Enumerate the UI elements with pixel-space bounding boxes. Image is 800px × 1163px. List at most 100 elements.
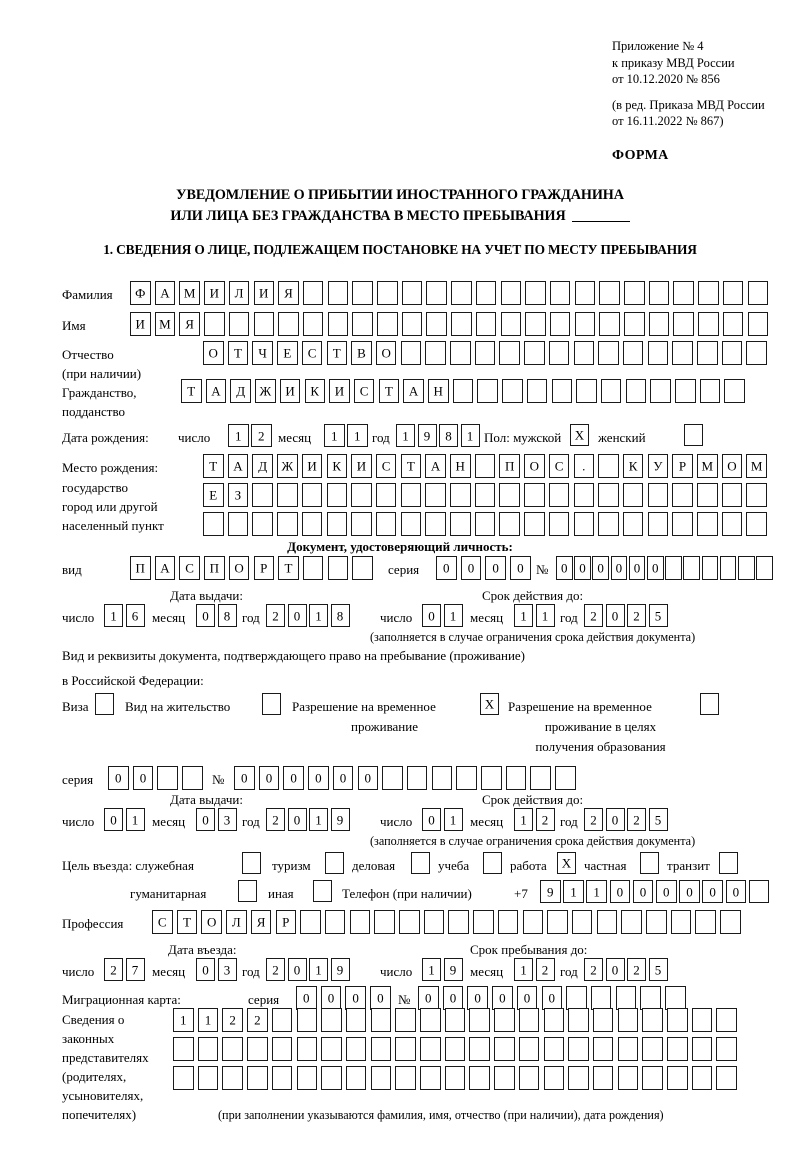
birth-year-cell[interactable]: 8 (439, 424, 458, 447)
representatives-row1-box-cell[interactable] (617, 1008, 639, 1032)
representatives-row3-box-cell[interactable] (321, 1066, 342, 1090)
edu-residence-checkbox[interactable] (700, 693, 719, 715)
surname-box-cell[interactable] (475, 281, 497, 305)
representatives-row1-box-cell[interactable]: 1 (197, 1008, 219, 1032)
representatives-row3-box-cell[interactable] (642, 1066, 663, 1090)
permit-series-box-cell[interactable]: 0 (132, 766, 154, 790)
birthplace-row3-box-cell[interactable] (672, 512, 693, 536)
permit-issue-month-cell[interactable]: 0 (196, 808, 215, 831)
firstname-box-cell[interactable] (648, 312, 670, 336)
stay-until-year-cell[interactable]: 2 (627, 958, 646, 981)
representatives-row1-box-cell[interactable] (271, 1008, 293, 1032)
representatives-row1-box-cell[interactable] (494, 1008, 515, 1032)
purpose-private-checkbox[interactable] (640, 852, 659, 874)
firstname-box-cell[interactable] (352, 312, 373, 336)
stay-until-day-cell[interactable]: 1 (422, 958, 441, 981)
birthplace-row3-box-cell[interactable] (721, 512, 743, 536)
stay-until-year-cell[interactable]: 5 (648, 958, 668, 981)
phone-digit-cell[interactable]: 9 (540, 880, 561, 903)
stay-until-year-cell[interactable]: 0 (605, 958, 625, 981)
representatives-row2-box-cell[interactable] (173, 1037, 194, 1061)
permit-valid-year-cell[interactable]: 2 (627, 808, 646, 831)
representatives-row2-box-cell[interactable] (568, 1037, 589, 1061)
surname-box-cell[interactable] (698, 281, 719, 305)
patronymic-box-cell[interactable] (524, 341, 545, 365)
representatives-row1-box-cell[interactable] (345, 1008, 367, 1032)
doc-series-box-cell[interactable]: 0 (510, 556, 531, 580)
sex-male-checkbox[interactable]: X (570, 424, 589, 446)
permit-number-box-cell[interactable] (406, 766, 428, 790)
firstname-box-cell[interactable] (599, 312, 620, 336)
permit-number-box-cell[interactable]: 0 (283, 766, 304, 790)
doc-kind-box-cell[interactable] (302, 556, 324, 580)
representatives-row1-box-cell[interactable] (691, 1008, 713, 1032)
profession-box-cell[interactable]: О (201, 910, 222, 934)
representatives-row2-box-cell[interactable] (444, 1037, 466, 1061)
birthplace-row2-box-cell[interactable] (351, 483, 372, 507)
surname-box-cell[interactable]: И (204, 281, 225, 305)
profession-box-cell[interactable] (670, 910, 692, 934)
issue-day-cell[interactable]: 1 (104, 604, 123, 627)
birthplace-row1-box-cell[interactable]: М (697, 454, 718, 478)
issue-year-cell[interactable]: 2 (266, 604, 285, 627)
representatives-row1-box-cell[interactable] (543, 1008, 564, 1032)
birthplace-row2-box-cell[interactable] (598, 483, 619, 507)
birthplace-row3-box-cell[interactable] (252, 512, 273, 536)
birthplace-row3-box-cell[interactable] (203, 512, 224, 536)
representatives-row2-box-cell[interactable] (667, 1037, 688, 1061)
phone-digit-cell[interactable]: 1 (563, 880, 584, 903)
profession-box-cell[interactable]: Я (250, 910, 272, 934)
doc-number-box-cell[interactable] (683, 556, 700, 580)
firstname-box-cell[interactable] (500, 312, 521, 336)
representatives-row2-box-cell[interactable] (543, 1037, 564, 1061)
firstname-box-cell[interactable] (253, 312, 274, 336)
representatives-row1-box-cell[interactable] (296, 1008, 317, 1032)
representatives-row3-box-cell[interactable] (345, 1066, 367, 1090)
birthplace-row1-box-cell[interactable]: П (499, 454, 520, 478)
birthplace-row3-box-cell[interactable] (450, 512, 471, 536)
birth-year-cell[interactable]: 1 (396, 424, 415, 447)
representatives-row2-box-cell[interactable] (592, 1037, 614, 1061)
representatives-row3-box-cell[interactable] (568, 1066, 589, 1090)
entry-day-cell[interactable]: 2 (104, 958, 123, 981)
patronymic-box-cell[interactable]: О (203, 341, 224, 365)
birthplace-row2-box-cell[interactable]: З (227, 483, 249, 507)
doc-series-box-cell[interactable]: 0 (460, 556, 482, 580)
entry-year-cell[interactable]: 0 (287, 958, 307, 981)
birthplace-row1-box-cell[interactable]: С (548, 454, 570, 478)
doc-number-box-cell[interactable]: 0 (574, 556, 591, 580)
doc-kind-box-cell[interactable]: О (228, 556, 250, 580)
profession-box-cell[interactable] (300, 910, 321, 934)
surname-box-cell[interactable] (525, 281, 546, 305)
valid-month-cell[interactable]: 1 (514, 604, 533, 627)
issue-year-cell[interactable]: 0 (287, 604, 307, 627)
representatives-row3-box-cell[interactable] (370, 1066, 392, 1090)
representatives-row2-box-cell[interactable] (469, 1037, 490, 1061)
phone-digit-cell[interactable] (748, 880, 770, 903)
phone-digit-cell[interactable]: 0 (632, 880, 654, 903)
citizenship-box-cell[interactable] (724, 379, 745, 403)
permit-number-box-cell[interactable]: 0 (258, 766, 280, 790)
firstname-box-cell[interactable] (451, 312, 472, 336)
representatives-row1-box-cell[interactable] (518, 1008, 540, 1032)
birth-year-cell[interactable]: 9 (417, 424, 437, 447)
birthplace-row1-box-cell[interactable]: К (326, 454, 347, 478)
entry-year-cell[interactable]: 2 (266, 958, 285, 981)
representatives-row3-box-cell[interactable] (592, 1066, 614, 1090)
surname-box-cell[interactable] (327, 281, 349, 305)
profession-box-cell[interactable]: Р (275, 910, 296, 934)
birthplace-row1-box-cell[interactable]: М (746, 454, 767, 478)
birthplace-row2-box-cell[interactable] (573, 483, 594, 507)
birthplace-row1-box-cell[interactable]: . (573, 454, 594, 478)
representatives-row3-box-cell[interactable] (543, 1066, 564, 1090)
doc-number-box-cell[interactable] (719, 556, 737, 580)
valid-year-cell[interactable]: 2 (584, 604, 603, 627)
purpose-transit-checkbox[interactable] (719, 852, 738, 874)
representatives-row2-box-cell[interactable] (494, 1037, 515, 1061)
permit-valid-year-cell[interactable]: 0 (605, 808, 625, 831)
profession-box-cell[interactable] (497, 910, 519, 934)
patronymic-box-cell[interactable] (622, 341, 644, 365)
birthplace-row3-box-cell[interactable] (598, 512, 619, 536)
birthplace-row2-box-cell[interactable] (400, 483, 422, 507)
representatives-row2-box-cell[interactable] (247, 1037, 268, 1061)
